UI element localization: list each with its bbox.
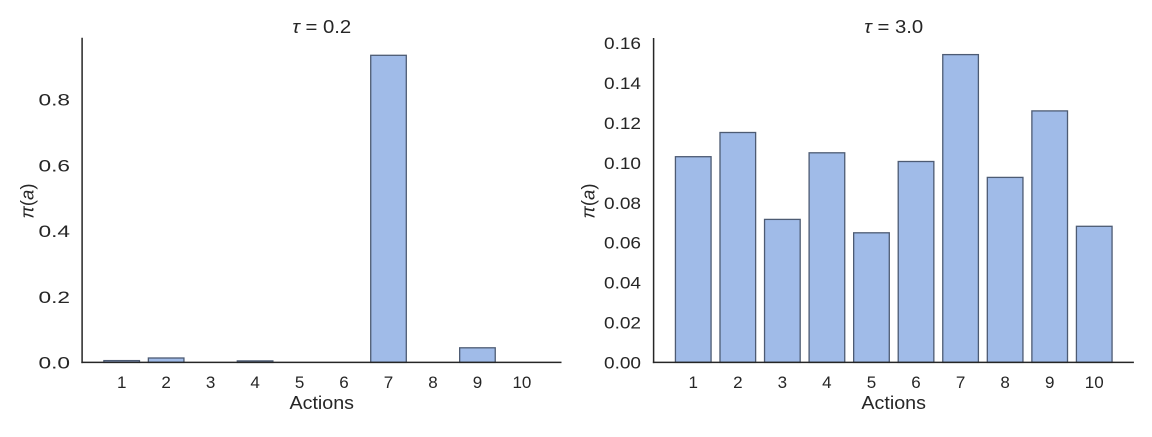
- svg-text:0.10: 0.10: [604, 154, 641, 173]
- svg-text:7: 7: [956, 373, 965, 392]
- svg-text:5: 5: [295, 373, 304, 392]
- svg-text:8: 8: [428, 373, 437, 392]
- svg-text:0.6: 0.6: [39, 156, 71, 175]
- svg-text:Actions: Actions: [861, 393, 926, 413]
- svg-text:π(a): π(a): [16, 184, 37, 219]
- svg-text:2: 2: [733, 373, 742, 392]
- svg-text:2: 2: [161, 373, 170, 392]
- svg-text:0.14: 0.14: [604, 74, 641, 93]
- svg-text:0.0: 0.0: [39, 354, 71, 373]
- svg-text:4: 4: [822, 373, 831, 392]
- svg-text:7: 7: [384, 373, 393, 392]
- svg-text:1: 1: [117, 373, 126, 392]
- svg-text:0.8: 0.8: [39, 91, 71, 110]
- svg-text:10: 10: [512, 373, 531, 392]
- svg-text:10: 10: [1085, 373, 1104, 392]
- svg-text:0.00: 0.00: [604, 354, 641, 373]
- svg-text:9: 9: [473, 373, 482, 392]
- svg-text:0.08: 0.08: [604, 194, 641, 213]
- svg-text:4: 4: [250, 373, 259, 392]
- svg-text:τ = 0.2: τ = 0.2: [292, 16, 351, 37]
- svg-text:0.04: 0.04: [604, 274, 641, 293]
- svg-text:1: 1: [689, 373, 698, 392]
- svg-text:π(a): π(a): [578, 184, 599, 219]
- svg-text:0.4: 0.4: [39, 222, 71, 241]
- svg-text:τ = 3.0: τ = 3.0: [864, 16, 923, 37]
- svg-text:0.12: 0.12: [604, 114, 641, 133]
- svg-text:Actions: Actions: [290, 393, 355, 413]
- svg-text:3: 3: [778, 373, 787, 392]
- svg-text:9: 9: [1045, 373, 1054, 392]
- svg-text:8: 8: [1000, 373, 1009, 392]
- svg-text:6: 6: [339, 373, 348, 392]
- svg-text:3: 3: [206, 373, 215, 392]
- svg-text:0.2: 0.2: [39, 288, 71, 307]
- svg-text:0.02: 0.02: [604, 314, 641, 333]
- svg-text:0.16: 0.16: [604, 34, 641, 53]
- svg-text:5: 5: [867, 373, 876, 392]
- svg-text:0.06: 0.06: [604, 234, 641, 253]
- svg-text:6: 6: [911, 373, 920, 392]
